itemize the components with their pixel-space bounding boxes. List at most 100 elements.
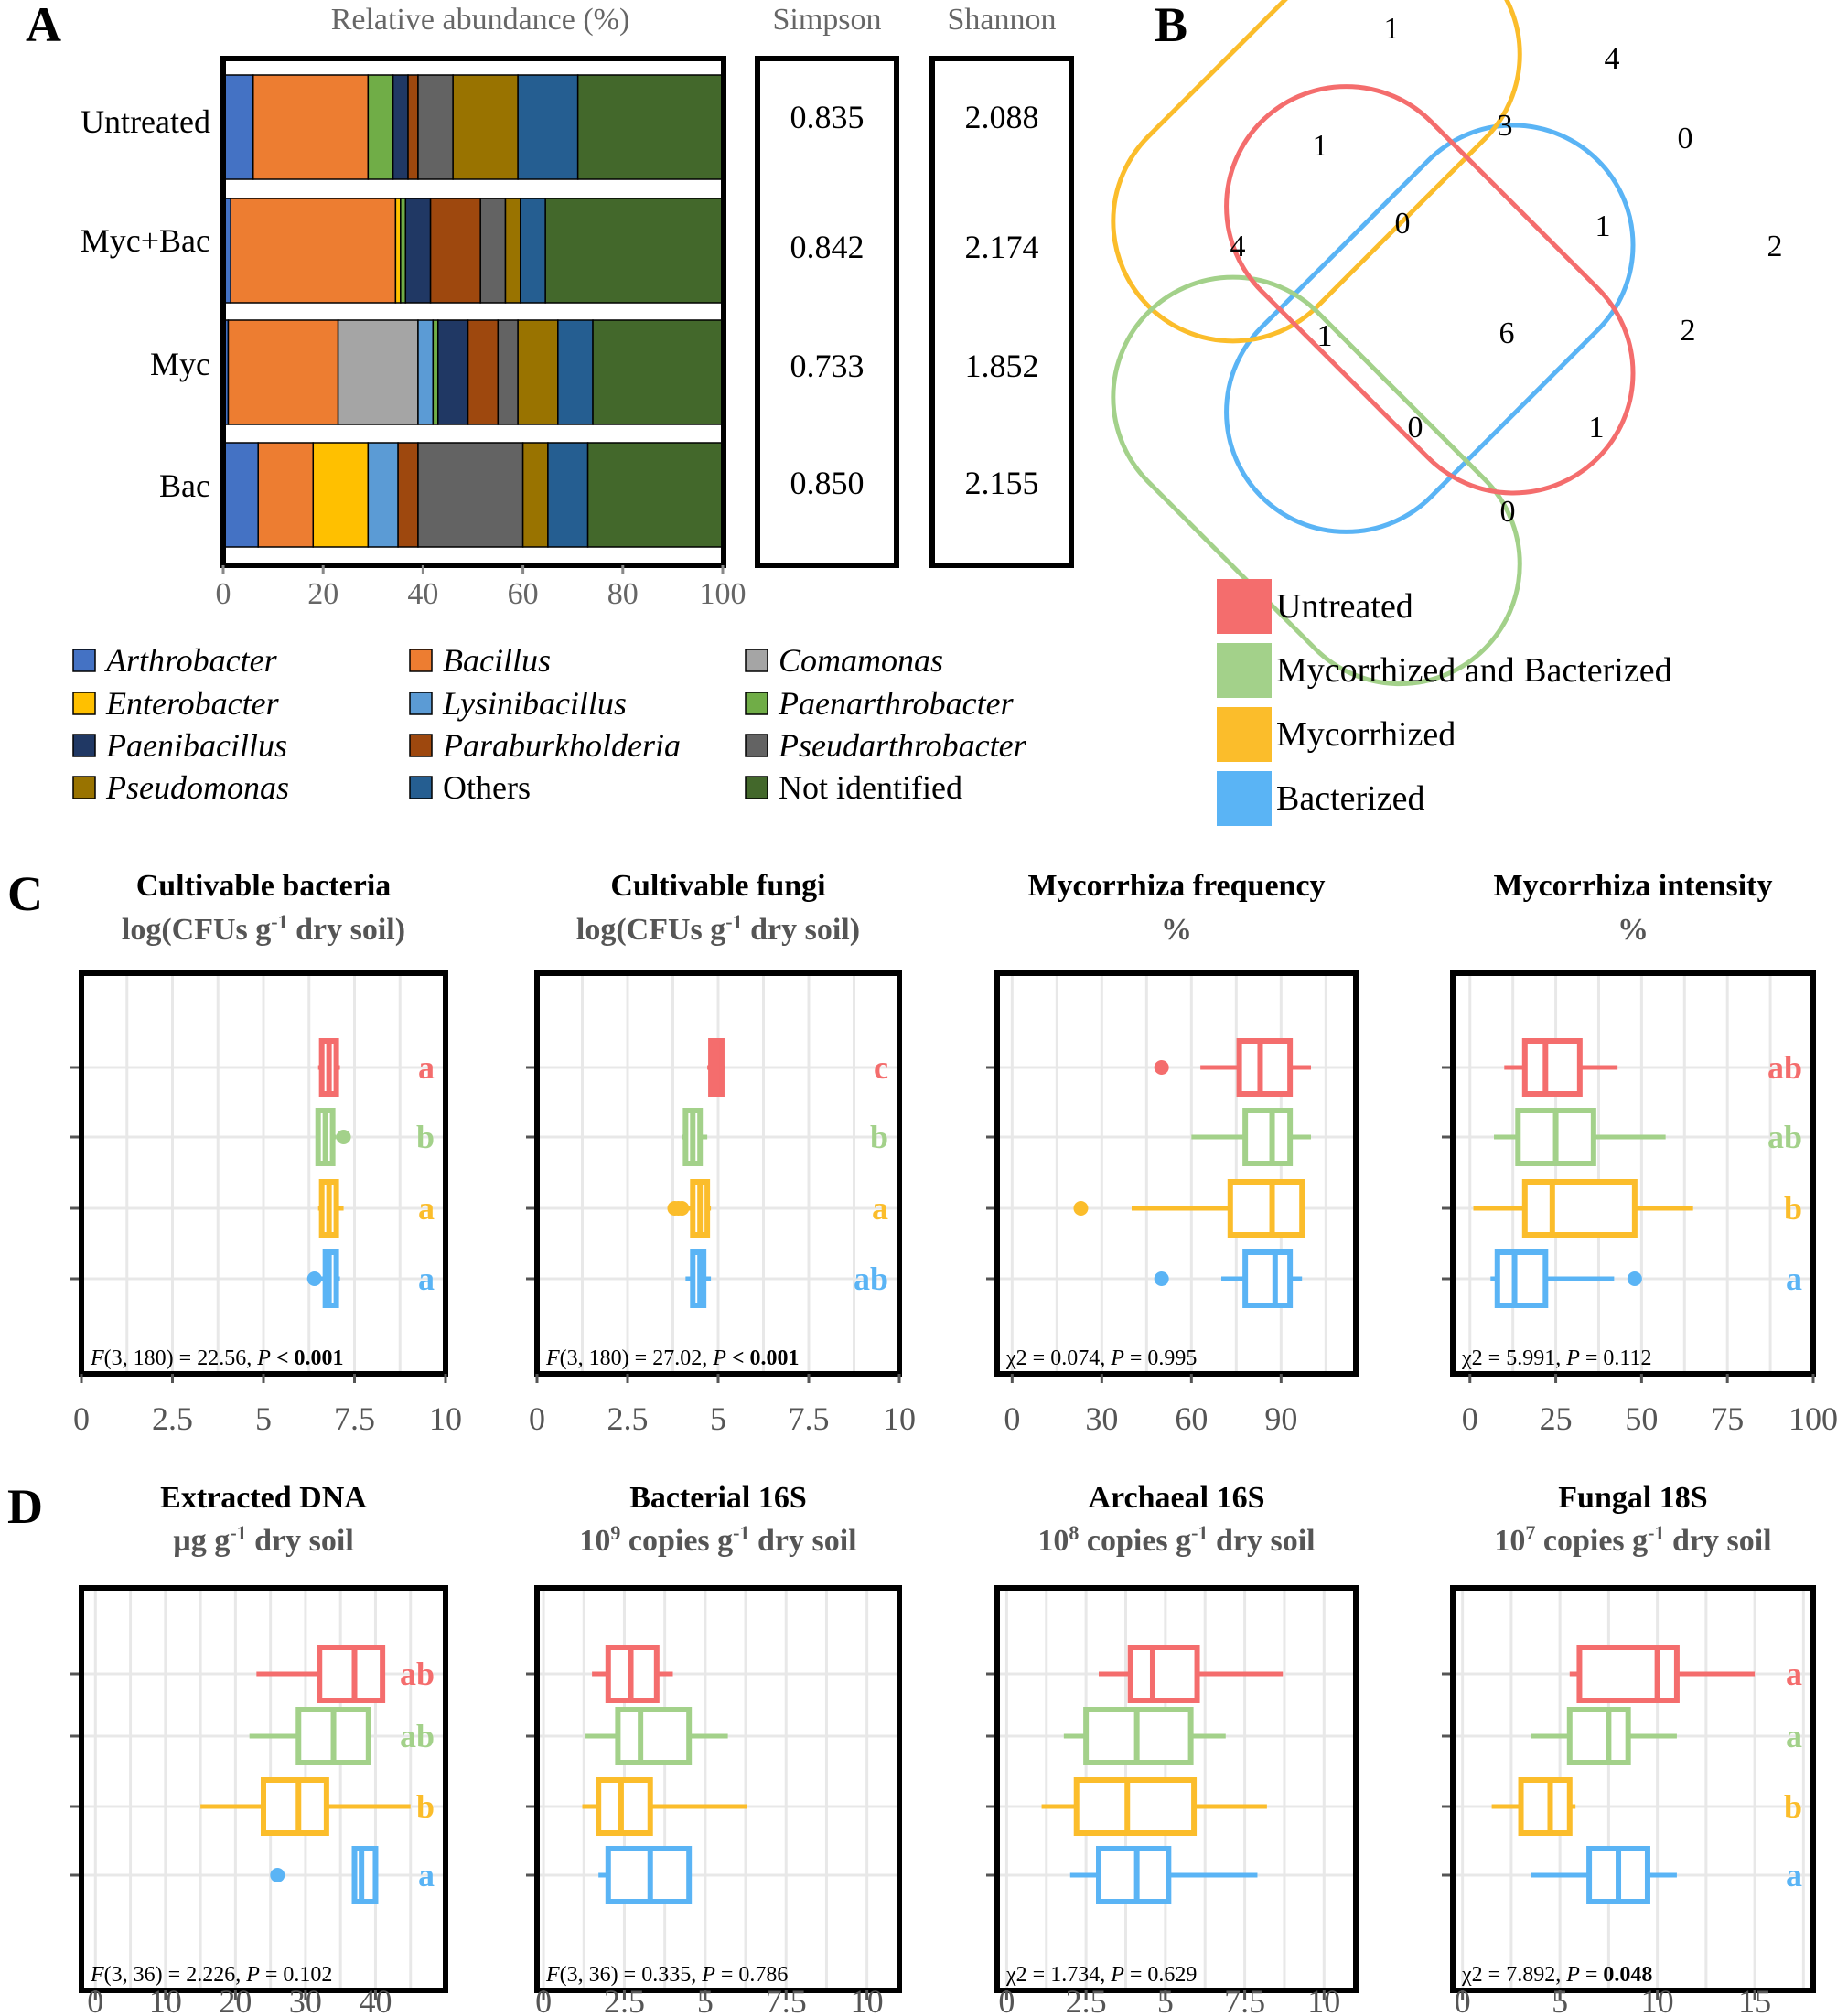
venn-count: 3: [1498, 109, 1513, 143]
bar-segment: [429, 198, 481, 304]
legend-swatch: [409, 776, 433, 799]
boxplot-title: Archaeal 16S: [1089, 1481, 1265, 1515]
x-tick-label: 30: [289, 1983, 322, 2016]
legend-label: Paenibacillus: [105, 727, 287, 764]
venn-count: 1: [1595, 209, 1611, 243]
stat-text: χ2 = 5.991, P = 0.112: [1461, 1346, 1652, 1370]
bar-segment: [394, 198, 402, 304]
box: [1242, 1249, 1294, 1308]
stat-text: F(3, 36) = 0.335, P = 0.786: [545, 1963, 788, 1987]
significance-letter: a: [418, 1049, 435, 1086]
boxplot-unit: log(CFUs g-1 dry soil): [122, 910, 405, 948]
simpson-value: 0.842: [790, 229, 865, 265]
x-tick-label: 2.5: [152, 1400, 193, 1437]
bar-segment: [417, 442, 524, 548]
bar-segment: [432, 319, 439, 425]
box: [1242, 1108, 1294, 1166]
bar-segment: [479, 198, 507, 304]
boxplot-panel: Bacterial 16S 109 copies g-1 dry soil F(3,…: [526, 1481, 902, 2016]
simpson-value: 0.733: [790, 348, 865, 384]
venn-count: 6: [1499, 316, 1515, 350]
stat-text: χ2 = 0.074, P = 0.995: [1005, 1346, 1197, 1370]
bar-segment: [576, 74, 724, 180]
boxplot-title: Bacterial 16S: [629, 1481, 807, 1515]
category-label: Myc+Bac: [81, 222, 210, 259]
x-tick-label: 5: [697, 1983, 714, 2016]
bar-segment: [252, 74, 370, 180]
significance-letter: a: [418, 1260, 435, 1297]
outlier-point: [270, 1868, 285, 1882]
bar-segment: [417, 74, 454, 180]
legend-swatch: [409, 649, 433, 672]
legend-label: Paraburkholderia: [442, 727, 681, 764]
bar-segment: [592, 319, 724, 425]
venn-count: 0: [1678, 122, 1693, 155]
legend-swatch: [72, 692, 96, 715]
legend-swatch-untreated: [1217, 579, 1272, 634]
x-tick-label: 60: [1175, 1400, 1208, 1437]
x-tick-label: 10: [1307, 1983, 1340, 2016]
legend-label-untreated: Untreated: [1276, 587, 1413, 626]
x-tick-label: 7.5: [789, 1400, 830, 1437]
x-tick-label: 40: [407, 577, 438, 611]
significance-letter: b: [416, 1119, 435, 1155]
bar-segment: [547, 442, 589, 548]
x-tick-label: 30: [1085, 1400, 1118, 1437]
shannon-value: 2.155: [965, 465, 1039, 501]
outlier-point: [1154, 1060, 1169, 1075]
legend-swatch: [409, 692, 433, 715]
category-label: Bac: [159, 467, 210, 504]
legend-swatch: [745, 776, 768, 799]
legend-label: Lysinibacillus: [442, 685, 627, 722]
significance-letter: ab: [400, 1656, 435, 1692]
legend-swatch: [72, 776, 96, 799]
boxplot-panel: Archaeal 16S 108 copies g-1 dry soil χ2 = …: [986, 1481, 1359, 2016]
significance-letter: b: [1784, 1788, 1802, 1825]
panel-label-b: B: [1155, 0, 1187, 52]
x-tick-label: 10: [149, 1983, 182, 2016]
bar-segment: [392, 74, 409, 180]
outlier-point: [1154, 1271, 1169, 1286]
x-tick-label: 5: [710, 1400, 726, 1437]
legend-label: Arthrobacter: [104, 642, 278, 679]
panel-label-c: C: [7, 866, 43, 921]
venn-legend: Untreated Mycorrhized and Bacterized Myc…: [1217, 579, 1672, 826]
venn-count: 2: [1681, 314, 1696, 348]
plot-frame: [534, 1585, 902, 1993]
box: [1227, 1179, 1305, 1238]
significance-letter: c: [874, 1049, 888, 1086]
x-tick-label: 10: [883, 1400, 916, 1437]
x-tick-label: 90: [1264, 1400, 1297, 1437]
bar-segment: [497, 319, 519, 425]
x-tick-label: 20: [307, 577, 338, 611]
simpson-value: 0.835: [790, 99, 865, 135]
abundance-plot-frame: [220, 56, 726, 568]
panel-label-a: A: [26, 0, 61, 52]
venn-count: 4: [1605, 42, 1620, 76]
bar-segment: [452, 74, 519, 180]
box: [1518, 1777, 1573, 1836]
box: [1521, 1038, 1583, 1097]
venn-count: 0: [1408, 411, 1423, 445]
bar-segment: [557, 319, 594, 425]
panel-a: Relative abundance (%) Simpson Shannon U…: [72, 3, 1074, 806]
panel-label-d: D: [7, 1479, 43, 1534]
legend-label: Not identified: [779, 769, 962, 806]
significance-letter: a: [418, 1190, 435, 1227]
x-tick-label: 75: [1711, 1400, 1744, 1437]
bar-segment: [467, 319, 500, 425]
x-tick-label: 0: [998, 1983, 1015, 2016]
category-label: Myc: [150, 346, 210, 382]
venn-ellipse-untreated: [1224, 84, 1636, 496]
boxplot-title: Extracted DNA: [160, 1481, 367, 1515]
x-tick-label: 100: [700, 577, 747, 611]
significance-letter: a: [1786, 1656, 1802, 1692]
panel-b-venn: 1 4 1 3 0 0 1 4 2 1 6 2 0 1 0 Untreated …: [1111, 0, 1783, 826]
x-tick-label: 7.5: [1224, 1983, 1265, 2016]
boxplot-unit: %: [1161, 913, 1192, 947]
boxplot-panel: Extracted DNA µg g-1 dry soil ab ab ba F(3, 3…: [70, 1481, 448, 2016]
legend-swatch: [745, 649, 768, 672]
venn-ellipse-bacterized: [1224, 123, 1636, 534]
outlier-point: [306, 1271, 322, 1286]
